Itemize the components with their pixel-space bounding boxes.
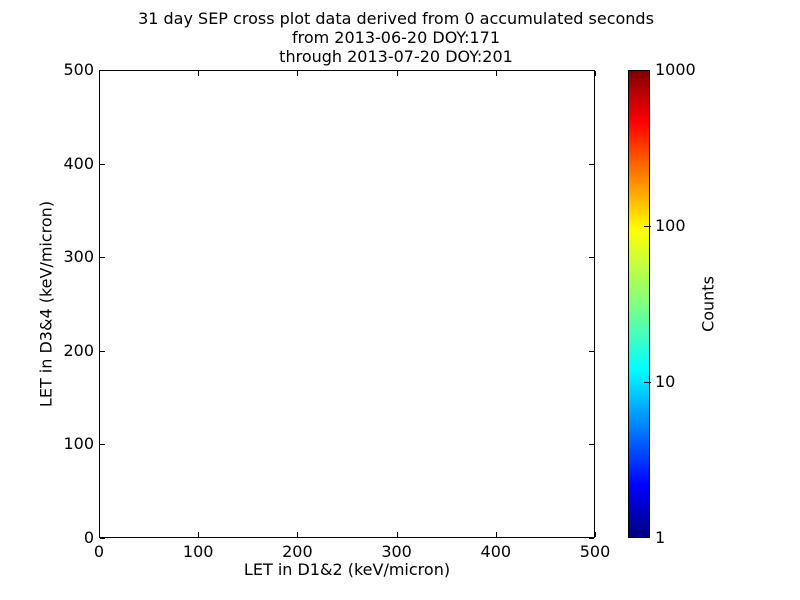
colorbar-tick-label: 1	[655, 528, 666, 547]
y-tick-mark	[100, 70, 105, 71]
x-tick-mark-top	[396, 71, 398, 76]
x-tick-mark-top	[595, 71, 596, 76]
y-tick-mark	[100, 444, 105, 446]
colorbar-tick-label: 10	[655, 372, 676, 391]
x-tick-label: 500	[579, 542, 611, 561]
colorbar-label: Counts	[698, 276, 718, 332]
y-tick-mark-right	[589, 444, 594, 446]
colorbar-tick-mark	[644, 382, 651, 383]
y-tick-mark-right	[589, 257, 594, 259]
y-tick-mark	[100, 257, 105, 259]
x-tick-mark-top	[99, 71, 100, 76]
x-tick-mark-top	[297, 71, 299, 76]
y-tick-mark-right	[589, 350, 594, 352]
chart-title: 31 day SEP cross plot data derived from …	[138, 9, 654, 66]
colorbar-tick-label: 1000	[655, 60, 696, 79]
y-tick-mark	[100, 163, 105, 165]
y-tick-label: 300	[63, 247, 94, 267]
x-tick-mark	[297, 532, 299, 537]
y-tick-mark-right	[589, 163, 594, 165]
x-tick-label: 0	[93, 542, 105, 561]
x-tick-mark	[595, 532, 596, 537]
plot-area	[99, 70, 595, 538]
y-tick-label: 0	[83, 528, 94, 547]
x-axis-label: LET in D1&2 (keV/micron)	[243, 560, 451, 579]
colorbar-tick-label: 100	[655, 216, 686, 235]
y-tick-label: 200	[63, 340, 94, 360]
y-tick-mark-right	[589, 70, 594, 71]
y-tick-mark	[100, 538, 105, 539]
x-tick-label: 400	[480, 542, 512, 561]
chart-title-line-1: 31 day SEP cross plot data derived from …	[138, 9, 654, 28]
chart-title-line-3: through 2013-07-20 DOY:201	[279, 47, 513, 66]
x-tick-label: 200	[282, 542, 313, 561]
colorbar-tick-mark	[644, 226, 651, 227]
x-tick-mark	[396, 532, 398, 537]
x-tick-mark	[495, 532, 497, 537]
y-tick-label: 100	[63, 434, 94, 454]
y-tick-mark-right	[589, 538, 594, 539]
y-tick-mark	[100, 350, 105, 352]
chart-title-line-2: from 2013-06-20 DOY:171	[291, 28, 500, 47]
y-tick-label: 500	[63, 60, 94, 79]
x-tick-label: 300	[381, 542, 412, 561]
x-tick-mark-top	[495, 71, 497, 76]
colorbar	[628, 70, 650, 538]
x-tick-mark	[198, 532, 200, 537]
y-tick-label: 400	[63, 153, 94, 173]
x-tick-mark-top	[198, 71, 200, 76]
y-axis-label: LET in D3&4 (keV/micron)	[36, 200, 56, 408]
x-tick-label: 100	[182, 542, 214, 561]
x-tick-mark	[99, 532, 100, 537]
